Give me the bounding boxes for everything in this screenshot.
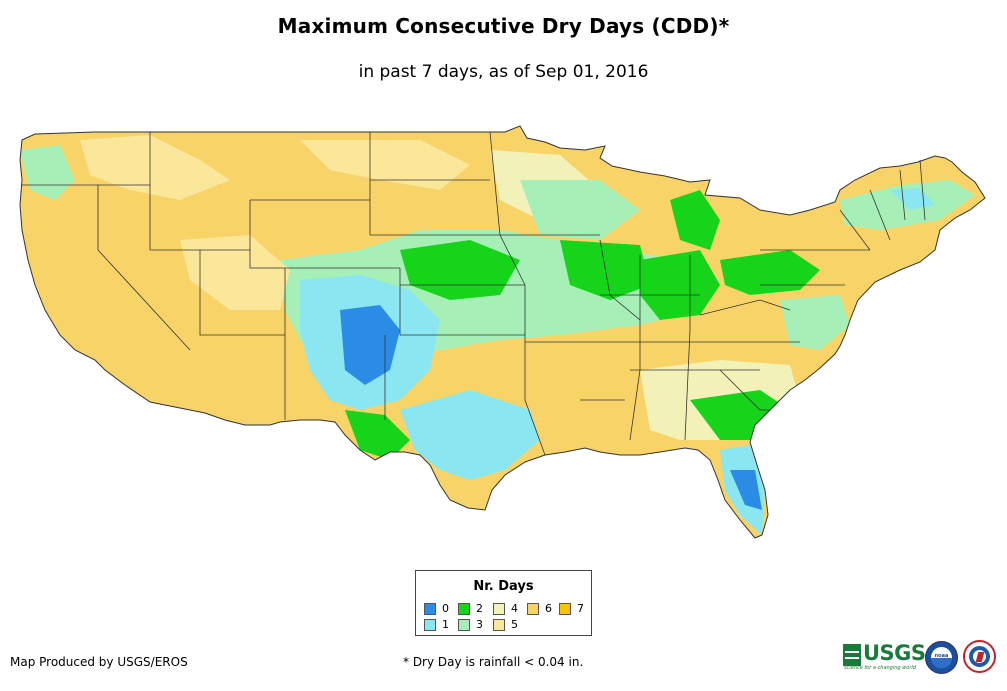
legend-swatch: [424, 603, 436, 615]
legend-swatch: [493, 603, 505, 615]
usgs-logo-text: USGS: [863, 641, 926, 665]
cdd-class-2-area: [640, 250, 720, 320]
usgs-tagline: science for a changing world: [844, 665, 916, 671]
usgs-mark-icon: [843, 644, 861, 666]
noaa-emblem-icon: [931, 647, 952, 668]
cdd-raster: [20, 126, 985, 538]
map-title: Maximum Consecutive Dry Days (CDD)*: [277, 14, 730, 38]
cdd-class-5-area: [80, 135, 230, 200]
legend-swatch: [458, 603, 470, 615]
legend-title: Nr. Days: [473, 579, 534, 594]
cdd-class-3-area: [520, 180, 640, 240]
cdd-class-3-area: [780, 295, 850, 350]
map-subtitle: in past 7 days, as of Sep 01, 2016: [358, 62, 649, 82]
usgs-logo: USGS science for a changing world: [843, 641, 926, 671]
legend-item-7: 7: [559, 603, 584, 615]
cdd-map: [19, 125, 986, 539]
legend-label: 7: [577, 602, 584, 615]
cdd-class-6-area: [22, 205, 150, 395]
legend-label: 3: [476, 618, 483, 631]
state-borders: [22, 131, 926, 456]
legend-swatch: [493, 619, 505, 631]
legend-item-6: 6: [527, 603, 552, 615]
cdd-class-3-area: [20, 145, 75, 200]
legend-label: 6: [545, 602, 552, 615]
noaa-logo-text: noaa: [934, 653, 949, 659]
cdd-class-5-area: [300, 140, 470, 190]
legend: Nr. Days 0 1 2 3 4 5 6 7: [415, 570, 592, 636]
credit-text: Map Produced by USGS/EROS: [10, 655, 188, 669]
legend-swatch: [527, 603, 539, 615]
legend-label: 1: [442, 618, 449, 631]
cdd-class-1-area: [400, 390, 540, 480]
noaa-logo: noaa: [925, 641, 958, 674]
cdd-class-5-area: [180, 235, 290, 310]
legend-label: 4: [511, 602, 518, 615]
legend-label: 2: [476, 602, 483, 615]
cdd-class-2-area: [560, 240, 650, 300]
cdd-class-0-area: [730, 470, 762, 510]
legend-item-5: 5: [493, 619, 518, 631]
legend-item-0: 0: [424, 603, 449, 615]
footnote: * Dry Day is rainfall < 0.04 in.: [403, 655, 584, 669]
legend-swatch: [424, 619, 436, 631]
nws-logo: [963, 640, 996, 673]
legend-swatch: [458, 619, 470, 631]
legend-label: 5: [511, 618, 518, 631]
cdd-class-2-area: [720, 250, 820, 295]
legend-item-4: 4: [493, 603, 518, 615]
legend-item-3: 3: [458, 619, 483, 631]
legend-swatch: [559, 603, 571, 615]
legend-label: 0: [442, 602, 449, 615]
cdd-class-2-area: [670, 190, 720, 250]
legend-item-2: 2: [458, 603, 483, 615]
cdd-class-2-area: [345, 410, 410, 460]
legend-item-1: 1: [424, 619, 449, 631]
